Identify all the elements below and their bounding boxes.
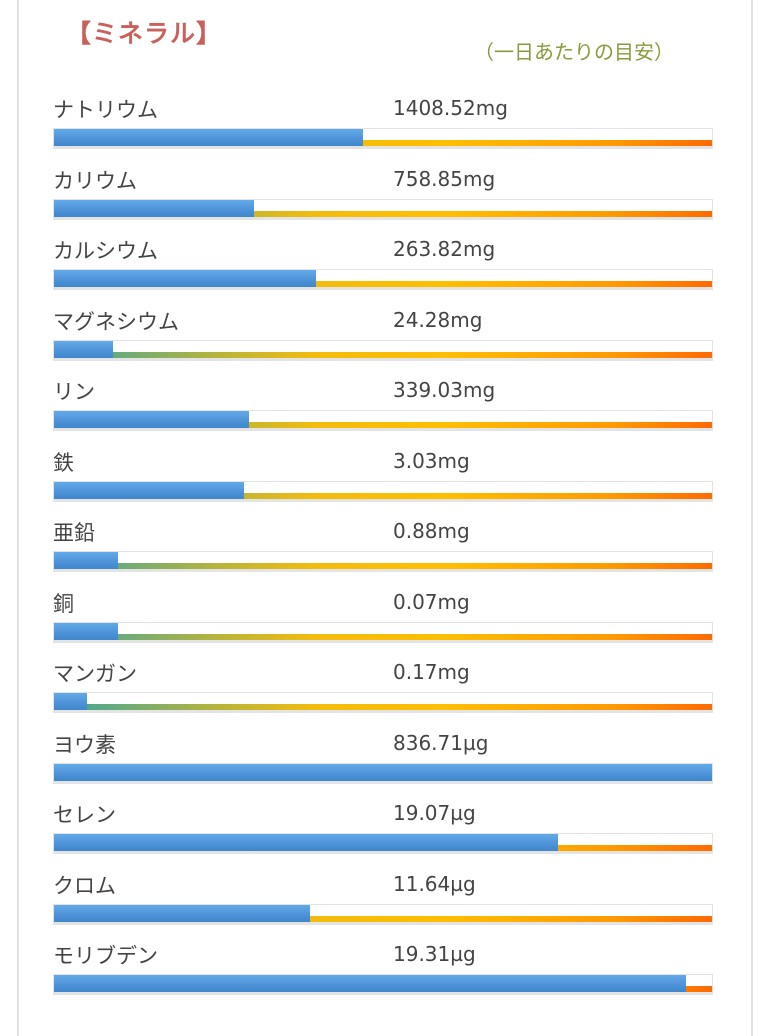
mineral-amount: 263.82mg — [393, 237, 496, 261]
mineral-amount: 758.85mg — [393, 166, 496, 191]
mineral-amount: 836.71µg — [393, 730, 489, 755]
progress-track — [53, 410, 713, 429]
mineral-name: ヨウ素 — [53, 732, 116, 757]
mineral-amount: 0.07mg — [393, 589, 470, 614]
mineral-name: マンガン — [53, 662, 137, 686]
mineral-name: マグネシウム — [53, 309, 179, 334]
mineral-name: リン — [53, 380, 95, 404]
mineral-amount: 3.03mg — [393, 448, 470, 473]
mineral-name: カリウム — [53, 168, 137, 193]
progress-fill — [54, 904, 310, 922]
mineral-row: マグネシウム 24.28mg — [53, 304, 715, 375]
target-gradient-line — [54, 492, 712, 499]
mineral-row: 鉄 3.03mg — [53, 445, 715, 516]
mineral-name: 鉄 — [53, 450, 74, 475]
mineral-amount: 0.17mg — [393, 660, 470, 684]
mineral-name: カルシウム — [53, 239, 158, 263]
mineral-amount: 339.03mg — [393, 378, 496, 402]
target-gradient-line — [54, 140, 712, 146]
progress-fill — [54, 834, 559, 851]
progress-fill — [54, 129, 363, 146]
mineral-name: クロム — [53, 873, 116, 898]
target-gradient-line — [54, 704, 712, 710]
target-gradient-line — [54, 915, 712, 922]
mineral-row: カルシウム 263.82mg — [53, 233, 715, 304]
progress-fill — [54, 975, 687, 992]
mineral-row: リン 339.03mg — [53, 374, 715, 445]
mineral-name: 銅 — [53, 591, 74, 616]
target-gradient-line — [54, 422, 712, 428]
progress-fill — [54, 411, 250, 428]
mineral-row: ナトリウム 1408.52mg — [53, 92, 715, 163]
mineral-name: ナトリウム — [53, 98, 158, 122]
progress-track — [53, 480, 713, 500]
progress-fill — [54, 622, 118, 640]
section-title: 【ミネラル】 — [66, 19, 223, 48]
progress-track — [53, 269, 713, 288]
target-gradient-line — [54, 351, 712, 358]
progress-track — [53, 833, 713, 852]
mineral-row: 銅 0.07mg — [53, 586, 715, 657]
progress-track — [53, 551, 713, 570]
progress-fill — [54, 763, 712, 781]
target-gradient-line — [54, 633, 712, 640]
mineral-name: 亜鉛 — [53, 521, 95, 545]
target-gradient-line — [54, 563, 712, 569]
minerals-card — [17, 0, 753, 1036]
progress-fill — [54, 199, 255, 217]
progress-track — [53, 339, 713, 359]
mineral-name: モリブデン — [53, 944, 158, 968]
target-gradient-line — [54, 281, 712, 287]
mineral-row: カリウム 758.85mg — [53, 163, 715, 234]
mineral-row: ヨウ素 836.71µg — [53, 727, 715, 798]
mineral-row: モリブデン 19.31µg — [53, 938, 715, 1009]
mineral-amount: 11.64µg — [393, 871, 476, 896]
progress-track — [53, 692, 713, 711]
progress-track — [53, 903, 713, 923]
mineral-amount: 0.88mg — [393, 519, 470, 543]
progress-track — [53, 198, 713, 218]
progress-track — [53, 974, 713, 993]
mineral-bar-list: ナトリウム 1408.52mg カリウム 758.85mg カルシウム 263.… — [53, 92, 715, 1009]
mineral-amount: 1408.52mg — [393, 96, 508, 120]
progress-fill — [54, 693, 87, 710]
mineral-amount: 19.07µg — [393, 801, 476, 825]
mineral-row: クロム 11.64µg — [53, 868, 715, 939]
mineral-row: 亜鉛 0.88mg — [53, 515, 715, 586]
mineral-row: セレン 19.07µg — [53, 797, 715, 868]
progress-track — [53, 621, 713, 641]
mineral-name: セレン — [53, 803, 116, 827]
daily-target-note: （一日あたりの目安） — [474, 40, 674, 64]
mineral-amount: 19.31µg — [393, 942, 476, 966]
progress-fill — [54, 340, 113, 358]
mineral-row: マンガン 0.17mg — [53, 656, 715, 727]
progress-fill — [54, 552, 119, 569]
progress-track — [53, 762, 713, 782]
mineral-amount: 24.28mg — [393, 307, 483, 332]
progress-fill — [54, 481, 245, 499]
progress-fill — [54, 270, 316, 287]
target-gradient-line — [54, 210, 712, 217]
progress-track — [53, 128, 713, 147]
